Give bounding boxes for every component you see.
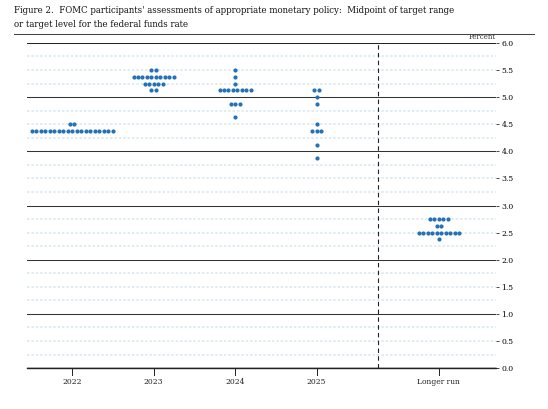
Point <box>27 128 36 134</box>
Point <box>59 128 67 134</box>
Text: 2025: 2025 <box>307 378 327 387</box>
Point <box>235 101 244 107</box>
Point <box>165 74 174 80</box>
Text: Longer run: Longer run <box>418 378 460 387</box>
Point <box>147 87 156 94</box>
Point <box>154 80 163 87</box>
Point <box>237 87 246 94</box>
Point <box>308 128 317 134</box>
Point <box>414 229 423 236</box>
Point <box>441 229 450 236</box>
Point <box>426 216 435 222</box>
Point <box>95 128 104 134</box>
Point <box>310 87 319 94</box>
Point <box>158 80 167 87</box>
Point <box>432 229 441 236</box>
Point <box>312 94 321 101</box>
Point <box>81 128 90 134</box>
Point <box>152 87 161 94</box>
Point <box>437 229 446 236</box>
Point <box>108 128 117 134</box>
Text: Figure 2.  FOMC participants' assessments of appropriate monetary policy:  Midpo: Figure 2. FOMC participants' assessments… <box>14 6 454 15</box>
Point <box>169 74 178 80</box>
Point <box>419 229 427 236</box>
Point <box>41 128 50 134</box>
Point <box>138 74 147 80</box>
Text: Percent: Percent <box>469 33 496 41</box>
Point <box>226 101 235 107</box>
Point <box>77 128 85 134</box>
Point <box>446 229 454 236</box>
Point <box>72 128 81 134</box>
Point <box>443 216 452 222</box>
Point <box>315 87 323 94</box>
Text: 2023: 2023 <box>144 378 163 387</box>
Point <box>152 67 161 73</box>
Point <box>439 216 448 222</box>
Point <box>229 87 237 94</box>
Point <box>134 74 142 80</box>
Point <box>147 67 156 73</box>
Point <box>68 128 77 134</box>
Point <box>90 128 99 134</box>
Point <box>435 216 443 222</box>
Point <box>312 121 321 128</box>
Point <box>231 101 239 107</box>
Point <box>54 128 63 134</box>
Text: or target level for the federal funds rate: or target level for the federal funds ra… <box>14 20 188 29</box>
Point <box>231 74 239 80</box>
Point <box>152 74 161 80</box>
Point <box>242 87 251 94</box>
Point <box>312 101 321 107</box>
Point <box>430 216 439 222</box>
Point <box>231 80 239 87</box>
Point <box>66 121 75 128</box>
Point <box>450 229 459 236</box>
Point <box>45 128 54 134</box>
Point <box>435 236 443 243</box>
Point <box>220 87 229 94</box>
Point <box>37 128 45 134</box>
Point <box>312 128 321 134</box>
Text: 2022: 2022 <box>62 378 82 387</box>
Point <box>432 222 441 229</box>
Point <box>142 74 151 80</box>
Point <box>99 128 108 134</box>
Point <box>312 155 321 162</box>
Point <box>428 229 437 236</box>
Point <box>312 141 321 148</box>
Text: 2024: 2024 <box>225 378 245 387</box>
Point <box>147 74 156 80</box>
Point <box>423 229 432 236</box>
Point <box>32 128 41 134</box>
Point <box>64 128 72 134</box>
Point <box>50 128 59 134</box>
Point <box>149 80 158 87</box>
Point <box>215 87 224 94</box>
Point <box>70 121 79 128</box>
Point <box>161 74 169 80</box>
Point <box>231 67 239 73</box>
Point <box>233 87 242 94</box>
Point <box>156 74 165 80</box>
Point <box>437 222 446 229</box>
Point <box>231 114 239 121</box>
Point <box>85 128 94 134</box>
Point <box>455 229 464 236</box>
Point <box>104 128 112 134</box>
Point <box>224 87 233 94</box>
Point <box>317 128 326 134</box>
Point <box>140 80 149 87</box>
Point <box>145 80 153 87</box>
Point <box>247 87 255 94</box>
Point <box>129 74 138 80</box>
